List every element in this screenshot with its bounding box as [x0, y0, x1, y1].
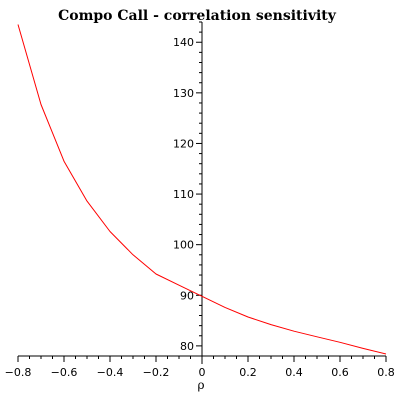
x-tick-label: 0.2: [239, 366, 257, 379]
x-tick-label: 0: [199, 366, 206, 379]
y-tick-label: 120: [173, 137, 194, 150]
x-tick-label: 0.8: [377, 366, 395, 379]
y-tick-label: 100: [173, 239, 194, 252]
plot-area: [17, 24, 387, 355]
y-tick-label: 90: [180, 289, 194, 302]
x-tick-label: 0.4: [285, 366, 303, 379]
x-tick-label: −0.4: [97, 366, 124, 379]
axes: [18, 22, 386, 364]
x-tick-label: −0.2: [143, 366, 170, 379]
x-tick-label: −0.6: [51, 366, 78, 379]
y-tick-label: 130: [173, 87, 194, 100]
series-line: [17, 24, 387, 355]
y-tick-label: 140: [173, 36, 194, 49]
y-tick-label: 80: [180, 340, 194, 353]
ticks: −0.8 −0.6 −0.4 −0.2 0 0.2 0.4 0.6 0.8 80 90 100 110 1…: [5, 21, 395, 379]
y-tick-label: 110: [173, 188, 194, 201]
x-tick-label: −0.8: [5, 366, 32, 379]
x-axis-label: ρ: [197, 378, 204, 392]
x-tick-label: 0.6: [331, 366, 349, 379]
chart-title: Compo Call - correlation sensitivity: [58, 8, 337, 24]
